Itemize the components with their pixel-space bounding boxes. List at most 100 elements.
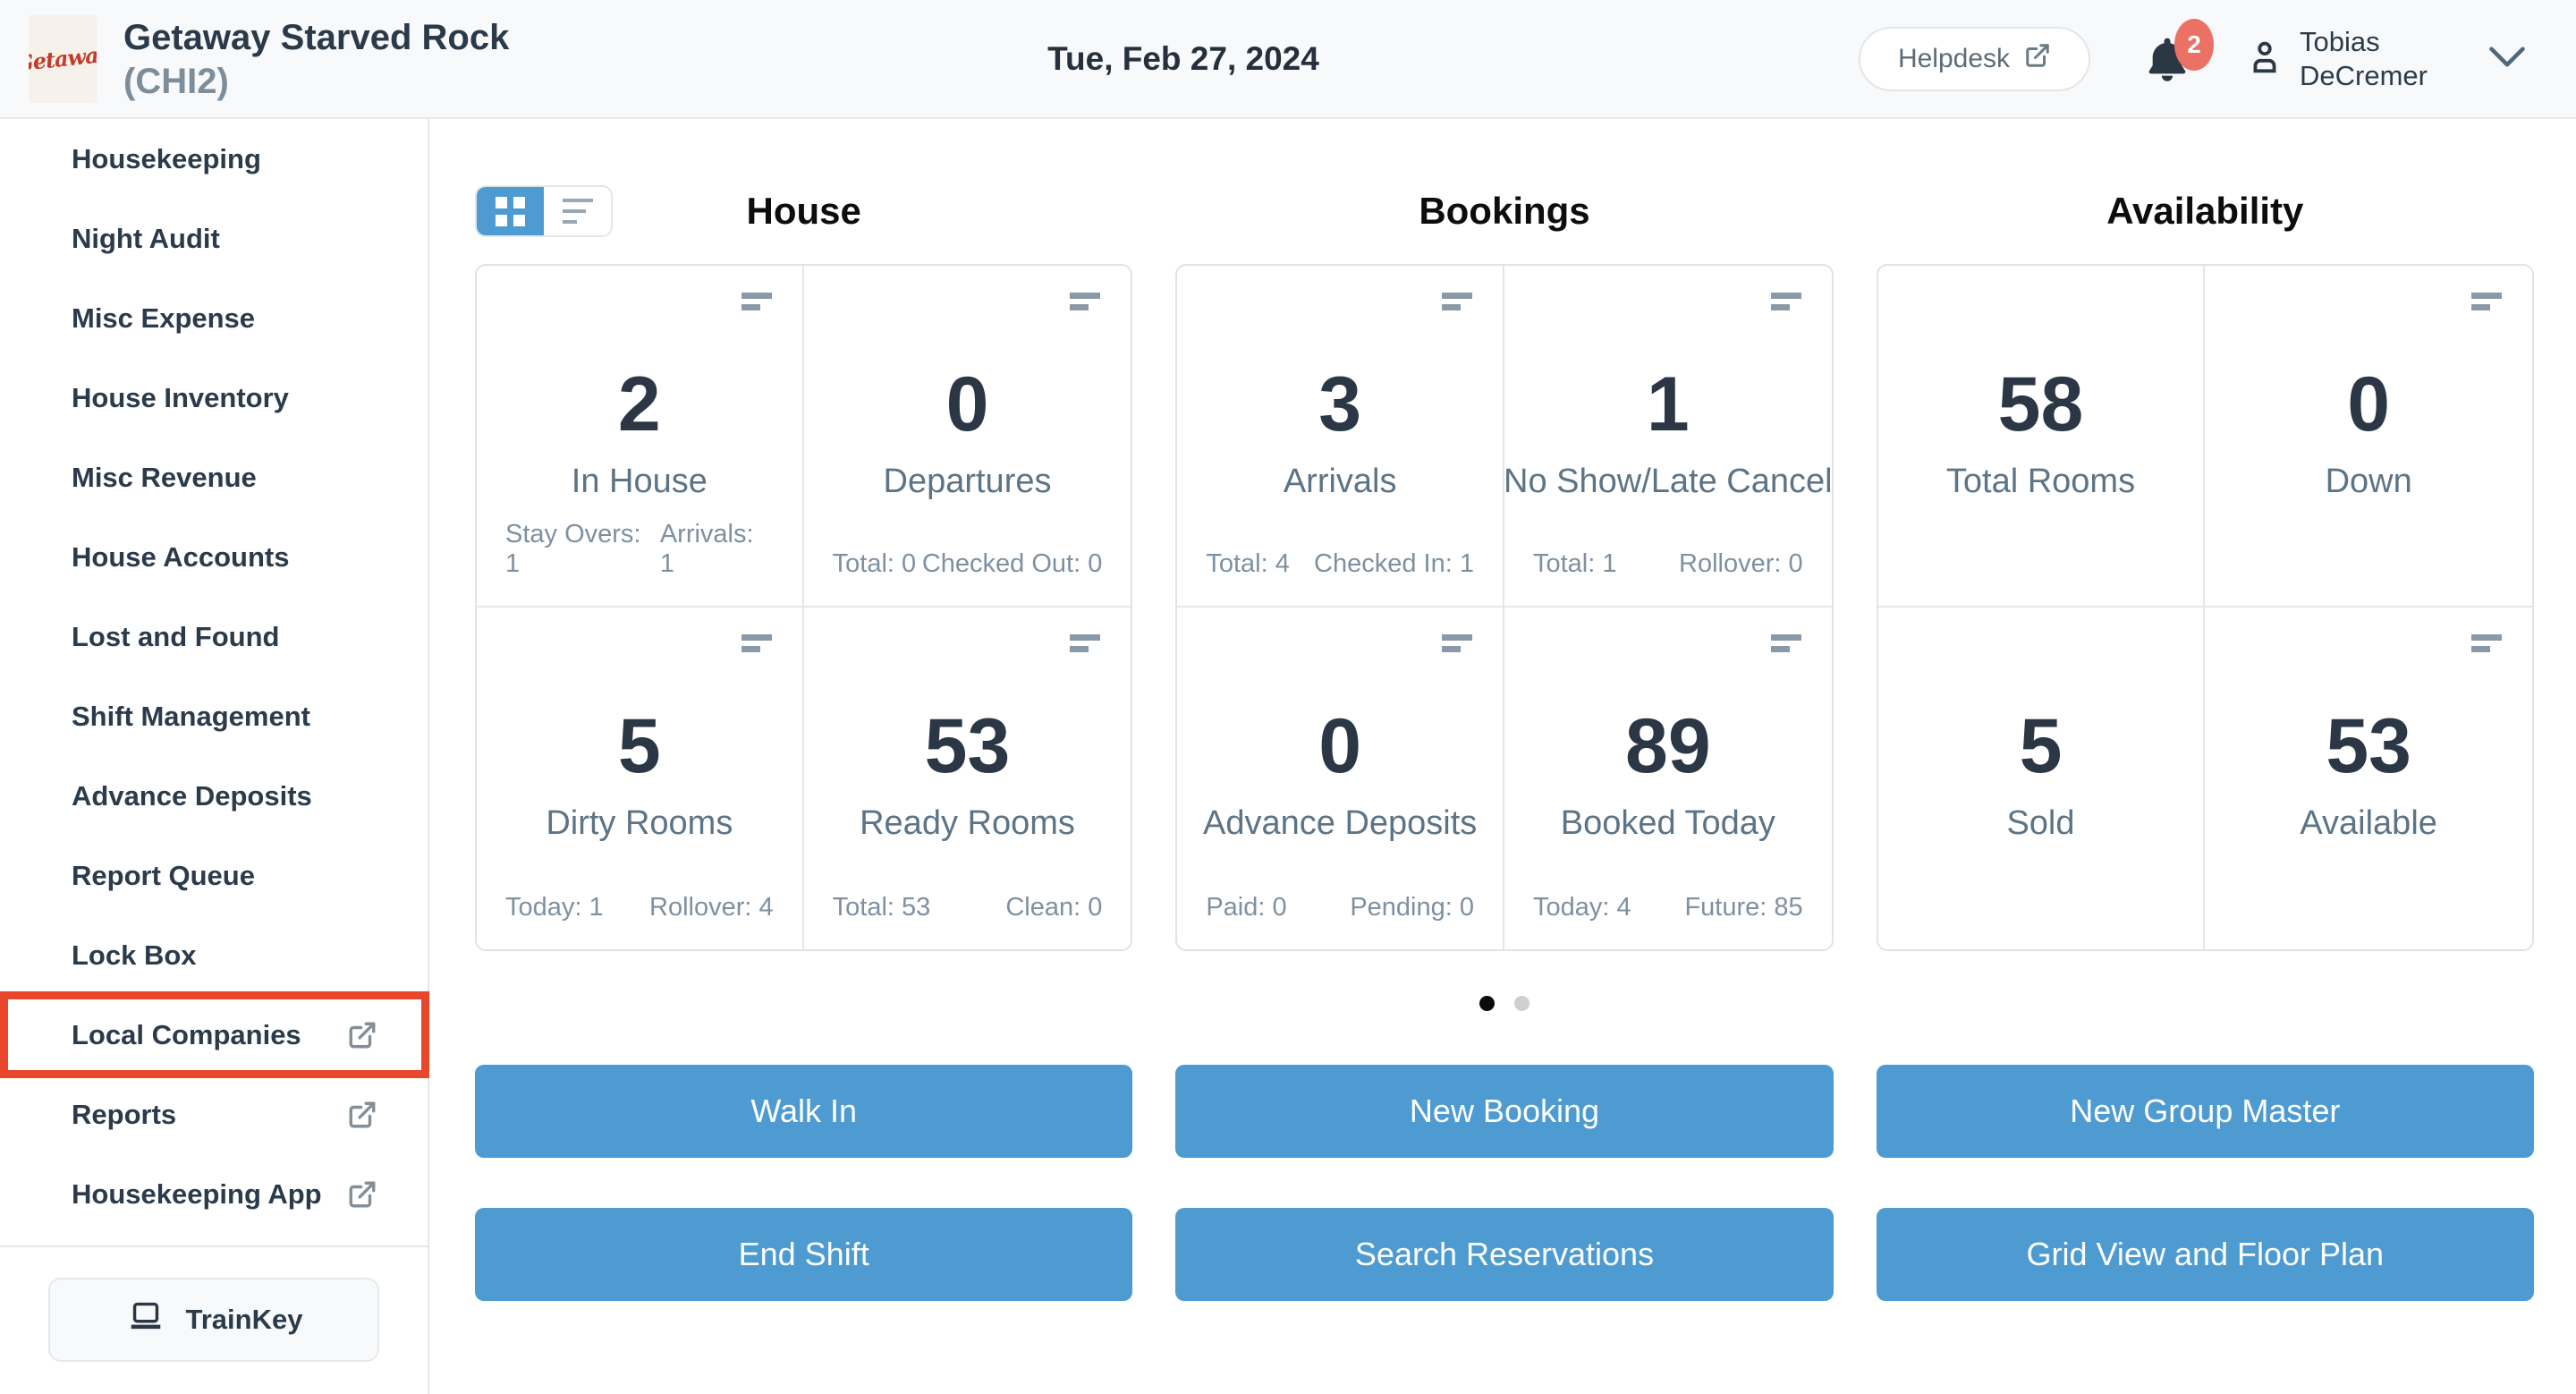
card-available[interactable]: 53 Available: [2205, 608, 2532, 949]
sidebar-item-label: Report Queue: [72, 859, 255, 891]
card-stat: Stay Overs: 1: [505, 520, 641, 578]
card-no-show-late-cancel[interactable]: 1 No Show/Late Cancel Total: 1 Rollover:…: [1504, 266, 1832, 608]
card-total-rooms[interactable]: 58 Total Rooms: [1877, 266, 2206, 608]
user-name: Tobias DeCremer: [2300, 25, 2428, 93]
card-stat: Checked Out: 0: [921, 549, 1103, 578]
sidebar-item-misc-expense[interactable]: Misc Expense: [0, 278, 428, 358]
card-label: Ready Rooms: [860, 804, 1075, 842]
card-value: 53: [924, 703, 1011, 789]
card-ready-rooms[interactable]: 53 Ready Rooms Total: 53 Clean: 0: [804, 608, 1131, 949]
sidebar-item-housekeeping-app[interactable]: Housekeeping App: [0, 1154, 428, 1234]
card-label: Advance Deposits: [1203, 804, 1478, 842]
card-stat: Today: 1: [505, 893, 604, 922]
sidebar-item-label: Night Audit: [72, 222, 220, 254]
list-view-button[interactable]: [544, 187, 611, 235]
sidebar-item-label: Housekeeping App: [72, 1177, 322, 1210]
card-menu-icon[interactable]: [1770, 293, 1801, 310]
section-title: Bookings: [1419, 190, 1590, 232]
app-header: Getaway Getaway Starved Rock (CHI2) Tue,…: [0, 0, 2576, 119]
card-menu-icon[interactable]: [2470, 293, 2502, 310]
sidebar-item-label: Lost and Found: [72, 620, 280, 652]
sidebar-item-lost-and-found[interactable]: Lost and Found: [0, 597, 428, 676]
card-value: 1: [1646, 361, 1690, 447]
card-booked-today[interactable]: 89 Booked Today Today: 4 Future: 85: [1504, 608, 1832, 949]
card-advance-deposits[interactable]: 0 Advance Deposits Paid: 0 Pending: 0: [1177, 608, 1504, 949]
sidebar-item-house-accounts[interactable]: House Accounts: [0, 517, 428, 597]
helpdesk-button[interactable]: Helpdesk: [1858, 26, 2091, 91]
property-code: (CHI2): [123, 61, 229, 101]
section-house: House 2 In House Stay Overs: 1 Arrivals:…: [475, 189, 1133, 951]
card-stat: Checked In: 1: [1314, 549, 1474, 578]
card-label: Dirty Rooms: [546, 804, 733, 842]
card-sold[interactable]: 5 Sold: [1878, 608, 2206, 949]
view-toggle: [475, 185, 613, 237]
new-booking-button[interactable]: New Booking: [1175, 1065, 1834, 1158]
card-value: 0: [945, 361, 989, 447]
grid-view-button[interactable]: [477, 187, 544, 235]
card-menu-icon[interactable]: [741, 293, 772, 310]
pagination-dot-1[interactable]: [1479, 996, 1495, 1011]
availability-card-group: 58 Total Rooms 0 Down 5 Sold 53: [1876, 264, 2534, 951]
card-value: 3: [1318, 361, 1362, 447]
card-stats: Total: 53 Clean: 0: [833, 893, 1103, 922]
pagination-dot-2[interactable]: [1514, 996, 1530, 1011]
card-menu-icon[interactable]: [1070, 293, 1101, 310]
card-arrivals[interactable]: 3 Arrivals Total: 4 Checked In: 1: [1177, 266, 1504, 608]
chevron-down-icon[interactable]: [2488, 46, 2526, 72]
card-label: In House: [571, 463, 708, 500]
user-menu[interactable]: Tobias DeCremer: [2244, 25, 2428, 93]
card-label: Arrivals: [1283, 463, 1397, 500]
card-menu-icon[interactable]: [1770, 634, 1801, 652]
dashboard: House 2 In House Stay Overs: 1 Arrivals:…: [429, 119, 2576, 1394]
sidebar-item-label: House Inventory: [72, 381, 289, 413]
sidebar-item-lock-box[interactable]: Lock Box: [0, 915, 428, 995]
card-menu-icon[interactable]: [2470, 634, 2502, 652]
card-down[interactable]: 0 Down: [2205, 266, 2532, 608]
sidebar-item-label: Lock Box: [72, 939, 197, 971]
sidebar-item-label: Reports: [72, 1098, 177, 1130]
grid-view-floor-plan-button[interactable]: Grid View and Floor Plan: [1876, 1208, 2534, 1301]
search-reservations-button[interactable]: Search Reservations: [1175, 1208, 1834, 1301]
sidebar-item-label: Misc Revenue: [72, 461, 257, 493]
card-in-house[interactable]: 2 In House Stay Overs: 1 Arrivals: 1: [477, 266, 804, 608]
notification-badge: 2: [2174, 18, 2215, 71]
card-menu-icon[interactable]: [741, 634, 772, 652]
getaway-logo: Getaway: [29, 14, 97, 103]
card-menu-icon[interactable]: [1441, 293, 1472, 310]
card-stats: Stay Overs: 1 Arrivals: 1: [505, 520, 774, 579]
sidebar-item-report-queue[interactable]: Report Queue: [0, 836, 428, 915]
card-menu-icon[interactable]: [1441, 634, 1472, 652]
external-link-icon: [347, 1100, 377, 1130]
card-departures[interactable]: 0 Departures Total: 0 Checked Out: 0: [803, 266, 1131, 608]
new-group-master-button[interactable]: New Group Master: [1876, 1065, 2534, 1158]
sidebar-item-night-audit[interactable]: Night Audit: [0, 199, 428, 278]
card-label: Down: [2325, 463, 2412, 500]
walk-in-button[interactable]: Walk In: [475, 1065, 1133, 1158]
card-stats: Today: 4 Future: 85: [1533, 893, 1803, 922]
card-stat: Clean: 0: [1005, 893, 1103, 922]
card-label: Available: [2300, 804, 2437, 842]
getaway-logo-text: Getaway: [29, 40, 97, 77]
card-value: 5: [2019, 703, 2063, 789]
sidebar-item-local-companies[interactable]: Local Companies: [0, 991, 429, 1078]
property-name: Getaway Starved Rock: [123, 17, 510, 57]
card-value: 5: [617, 703, 661, 789]
action-buttons: Walk In New Booking New Group Master End…: [475, 1065, 2534, 1301]
end-shift-button[interactable]: End Shift: [475, 1208, 1133, 1301]
card-stat: Today: 4: [1532, 893, 1631, 922]
card-label: Total Rooms: [1945, 463, 2136, 500]
house-card-group: 2 In House Stay Overs: 1 Arrivals: 1 0 D…: [475, 264, 1133, 951]
card-menu-icon[interactable]: [1070, 634, 1101, 652]
trainkey-button[interactable]: TrainKey: [48, 1278, 379, 1362]
sidebar-item-shift-management[interactable]: Shift Management: [0, 676, 428, 756]
notifications-button[interactable]: 2: [2142, 18, 2215, 85]
sidebar-item-misc-revenue[interactable]: Misc Revenue: [0, 438, 428, 517]
sidebar-item-reports[interactable]: Reports: [0, 1075, 428, 1154]
card-stat: Paid: 0: [1206, 893, 1287, 922]
sidebar-item-housekeeping[interactable]: Housekeeping: [0, 119, 428, 199]
card-dirty-rooms[interactable]: 5 Dirty Rooms Today: 1 Rollover: 4: [477, 608, 804, 949]
helpdesk-label: Helpdesk: [1897, 43, 2011, 73]
sidebar-item-advance-deposits[interactable]: Advance Deposits: [0, 756, 428, 836]
sidebar-item-house-inventory[interactable]: House Inventory: [0, 358, 428, 438]
brand: Getaway Getaway Starved Rock (CHI2): [29, 14, 510, 103]
